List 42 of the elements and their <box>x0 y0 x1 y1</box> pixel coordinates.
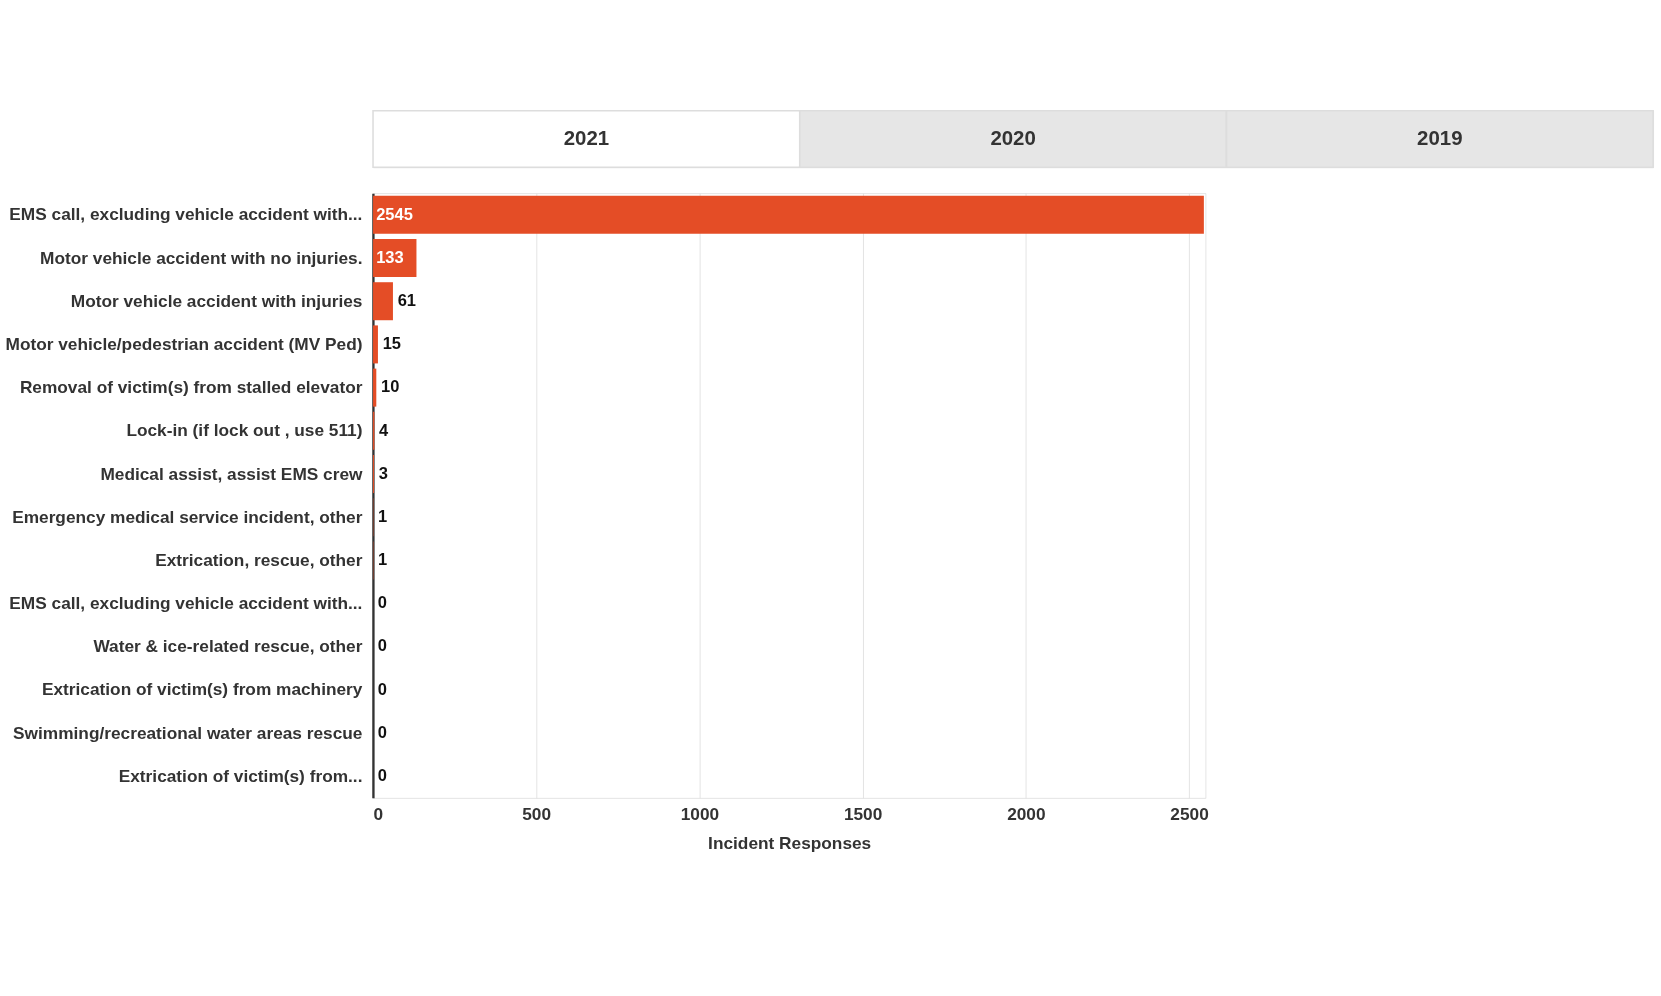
y-tick-label: Motor vehicle accident with no injuries. <box>40 247 363 268</box>
bar <box>373 368 377 407</box>
y-tick-label: Removal of victim(s) from stalled elevator <box>19 377 363 398</box>
y-tick-label: Motor vehicle/pedestrian accident (MV Ped) <box>5 333 363 354</box>
data-label: 0 <box>377 593 387 612</box>
text: 2020 <box>990 127 1036 150</box>
data-label: 4 <box>379 420 390 439</box>
data-label: 15 <box>382 334 401 353</box>
y-tick-label: Extrication, rescue, other <box>155 549 363 570</box>
data-label: 0 <box>377 766 387 785</box>
y-tick-label: EMS call, excluding vehicle accident with... <box>9 593 363 614</box>
x-tick-label: 2500 <box>1170 803 1209 824</box>
data-label: 133 <box>376 247 404 266</box>
x-tick-label: 1500 <box>843 803 883 824</box>
data-label: 10 <box>381 377 400 396</box>
y-tick-label: Extrication of victim(s) from machinery <box>41 679 363 700</box>
y-tick-label: Water & ice-related rescue, other <box>93 636 363 657</box>
data-label: 0 <box>377 636 387 655</box>
x-tick-label: 2000 <box>1007 803 1046 824</box>
x-tick-label: 1000 <box>680 803 720 824</box>
bar <box>373 325 378 364</box>
text: 2019 <box>1417 127 1463 150</box>
x-tick-label: 500 <box>522 803 552 824</box>
data-label: 0 <box>377 722 387 741</box>
y-tick-label: EMS call, excluding vehicle accident with... <box>9 204 363 225</box>
x-tick-label: 0 <box>373 803 384 824</box>
x-axis-title: Incident Responses <box>708 832 872 853</box>
y-tick-label: Extrication of victim(s) from... <box>118 765 363 786</box>
bar <box>373 195 1204 234</box>
y-tick-label: Motor vehicle accident with injuries <box>70 290 363 311</box>
data-label: 1 <box>378 550 388 569</box>
data-label: 2545 <box>376 204 413 223</box>
y-tick-label: Medical assist, assist EMS crew <box>100 463 363 484</box>
data-label: 1 <box>378 506 388 525</box>
y-tick-label: Emergency medical service incident, other <box>12 506 363 527</box>
text: 2021 <box>563 127 610 150</box>
data-label: 0 <box>377 679 387 698</box>
bar <box>373 282 393 321</box>
data-label: 61 <box>397 290 417 309</box>
data-label: 3 <box>378 463 388 482</box>
y-tick-label: Swimming/recreational water areas rescue <box>13 722 363 743</box>
y-tick-label: Lock-in (if lock out , use 511) <box>126 420 363 441</box>
